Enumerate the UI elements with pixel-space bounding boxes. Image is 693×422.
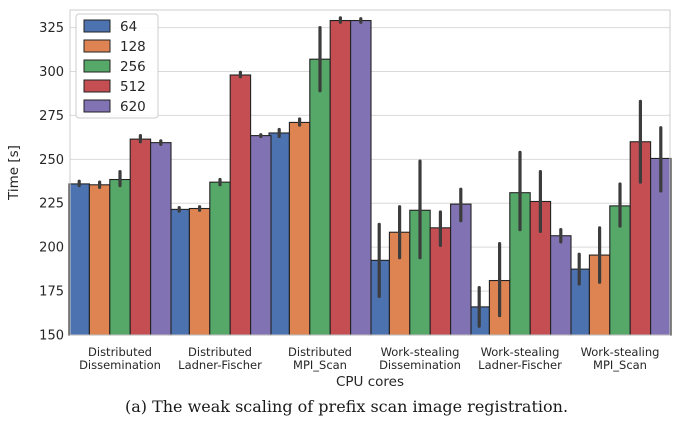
- bars: [68, 19, 672, 336]
- x-tick-label: Distributed: [188, 345, 252, 359]
- y-tick-label: 325: [39, 21, 64, 36]
- legend-label: 512: [120, 79, 146, 95]
- legend-label: 256: [120, 59, 146, 75]
- x-tick-label: Work-stealing: [581, 345, 660, 359]
- bar: [168, 208, 190, 336]
- x-tick-label: Distributed: [88, 345, 152, 359]
- bar: [268, 132, 290, 336]
- bar: [288, 121, 311, 336]
- y-tick-label: 200: [39, 241, 64, 256]
- bar: [329, 19, 352, 336]
- legend-swatch: [83, 19, 111, 33]
- plot-frame: [69, 9, 671, 336]
- x-tick-label: Work-stealing: [381, 345, 460, 359]
- legend-swatch: [83, 59, 111, 73]
- y-tick-label: 150: [39, 329, 64, 344]
- x-tick-label: MPI_Scan: [593, 358, 647, 372]
- bar: [129, 138, 152, 336]
- x-tick-label: Dissemination: [79, 358, 161, 372]
- legend-label: 620: [120, 99, 146, 115]
- y-tick-label: 175: [39, 285, 64, 300]
- bar: [250, 135, 272, 336]
- bar: [209, 181, 231, 336]
- y-tick-label: 250: [39, 153, 64, 168]
- y-axis-title: Time [s]: [6, 145, 22, 201]
- x-tick-label: Distributed: [288, 345, 352, 359]
- bar: [88, 184, 111, 336]
- bar: [150, 142, 172, 336]
- x-axis-title: CPU cores: [336, 374, 404, 390]
- bar: [68, 183, 90, 336]
- error-bars: [77, 16, 663, 328]
- bar: [109, 178, 131, 336]
- x-tick-label: Ladner-Fischer: [478, 358, 562, 372]
- y-tick-labels: 150 175 200 225 250 275 300 325: [39, 21, 64, 343]
- y-tick-label: 300: [39, 65, 64, 80]
- legend-label: 128: [120, 39, 146, 55]
- y-tick-label: 275: [39, 109, 64, 124]
- legend-label: 64: [120, 19, 137, 35]
- legend-swatch: [83, 39, 111, 53]
- x-tick-label: Work-stealing: [481, 345, 560, 359]
- bar: [229, 74, 252, 336]
- y-tick-label: 225: [39, 197, 64, 212]
- bar: [450, 203, 472, 336]
- legend: 64 128 256 512 620: [75, 13, 159, 119]
- bar: [350, 19, 372, 336]
- x-tick-label: Dissemination: [379, 358, 461, 372]
- figure-caption: (a) The weak scaling of prefix scan imag…: [124, 397, 569, 416]
- legend-swatch: [83, 79, 111, 93]
- x-tick-label: Ladner-Fischer: [178, 358, 262, 372]
- legend-swatch: [83, 99, 111, 113]
- x-tick-label: MPI_Scan: [293, 358, 347, 372]
- bar: [550, 235, 572, 336]
- bar: [188, 207, 211, 336]
- x-tick-labels: DistributedDisseminationDistributedLadne…: [79, 345, 659, 372]
- bar: [309, 58, 331, 336]
